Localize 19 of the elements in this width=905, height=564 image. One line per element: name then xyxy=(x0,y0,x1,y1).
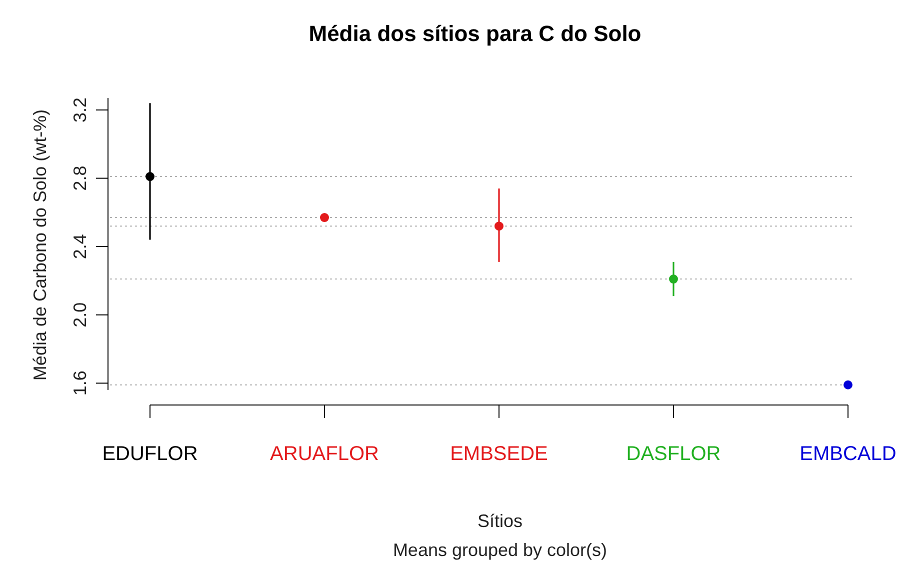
point xyxy=(320,213,329,222)
x-tick-label: ARUAFLOR xyxy=(270,443,379,465)
y-axis-title: Média de Carbono do Solo (wt-%) xyxy=(30,109,50,381)
x-axis-title: Sítios xyxy=(477,511,523,531)
x-tick-label: EMBCALD xyxy=(800,443,896,465)
y-tick-label: 2.8 xyxy=(70,166,90,191)
point xyxy=(844,380,852,390)
y-tick-label: 2.0 xyxy=(70,302,90,328)
x-tick-label: DASFLOR xyxy=(626,443,721,465)
x-tick-label: EDUFLOR xyxy=(102,443,198,465)
point xyxy=(494,222,504,231)
point xyxy=(146,172,154,182)
y-tick-label: 3.2 xyxy=(70,97,90,122)
y-tick-label: 1.6 xyxy=(70,370,90,396)
x-tick-label: EMBSEDE xyxy=(450,443,548,465)
point xyxy=(669,274,678,284)
text: Means grouped by color(s) xyxy=(392,540,608,560)
chart-title: Média dos sítios para C do Solo xyxy=(308,21,642,46)
y-tick-label: 2.4 xyxy=(70,234,90,260)
